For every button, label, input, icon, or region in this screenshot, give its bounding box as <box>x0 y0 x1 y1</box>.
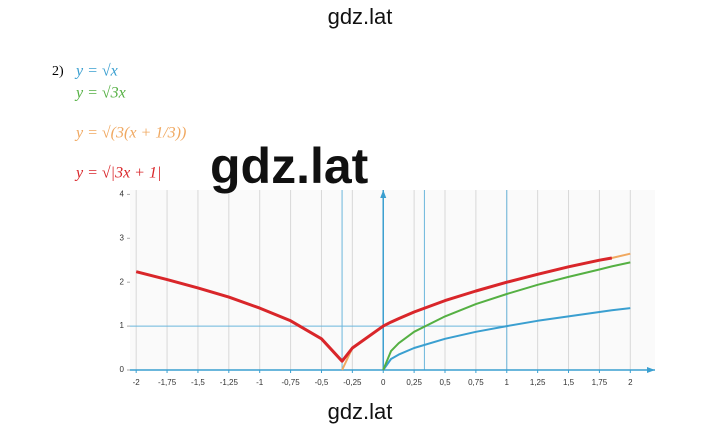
x-tick-label: 0 <box>381 378 386 387</box>
legend-entry: y = √3x <box>74 85 126 102</box>
x-tick-label: 0,25 <box>406 378 422 387</box>
y-tick-label: 4 <box>120 189 125 198</box>
series-line <box>382 261 631 371</box>
x-tick-label: -2 <box>133 378 141 387</box>
x-tick-label: 1 <box>505 378 510 387</box>
legend-entry: y = √(3(x + 1/3)) <box>74 125 186 142</box>
x-tick-label: 0,5 <box>439 378 451 387</box>
exercise-label: 2) <box>52 64 64 79</box>
y-tick-label: 3 <box>120 233 125 242</box>
legend: y = √x y = √3x y = √(3(x + 1/3)) y = √|3x +… <box>74 63 186 182</box>
y-axis-arrow <box>380 190 387 198</box>
x-tick-label: -0,5 <box>315 378 329 387</box>
x-tick-label: -1,5 <box>191 378 205 387</box>
series-line <box>382 307 631 371</box>
x-tick-label: 2 <box>628 378 633 387</box>
x-axis-arrow <box>647 367 655 373</box>
watermark: gdz.lat <box>328 399 393 424</box>
legend-entry: y = √|3x + 1| <box>74 165 161 182</box>
x-tick-label: -1 <box>256 378 264 387</box>
series-line <box>135 256 613 363</box>
x-tick-label: 1,25 <box>530 378 546 387</box>
x-tick-label: -0,75 <box>281 378 300 387</box>
legend-entry: y = √x <box>74 63 118 80</box>
x-tick-label: 1,75 <box>592 378 608 387</box>
watermark: gdz.lat <box>328 4 393 29</box>
plot-area <box>130 190 655 370</box>
x-tick-label: -0,25 <box>343 378 362 387</box>
y-tick-label: 0 <box>120 365 125 374</box>
y-tick-label: 1 <box>120 321 125 330</box>
x-tick-label: 0,75 <box>468 378 484 387</box>
x-tick-label: -1,25 <box>220 378 239 387</box>
y-tick-label: 2 <box>120 277 125 286</box>
watermark: gdz.lat <box>210 138 369 194</box>
plot: -2 -1,75 -1,5 -1,25 -1 -0,75 -0,5 -0,25 0 0,25 0,5… <box>120 189 655 387</box>
x-tick-label: 1,5 <box>563 378 575 387</box>
x-tick-label: -1,75 <box>158 378 177 387</box>
